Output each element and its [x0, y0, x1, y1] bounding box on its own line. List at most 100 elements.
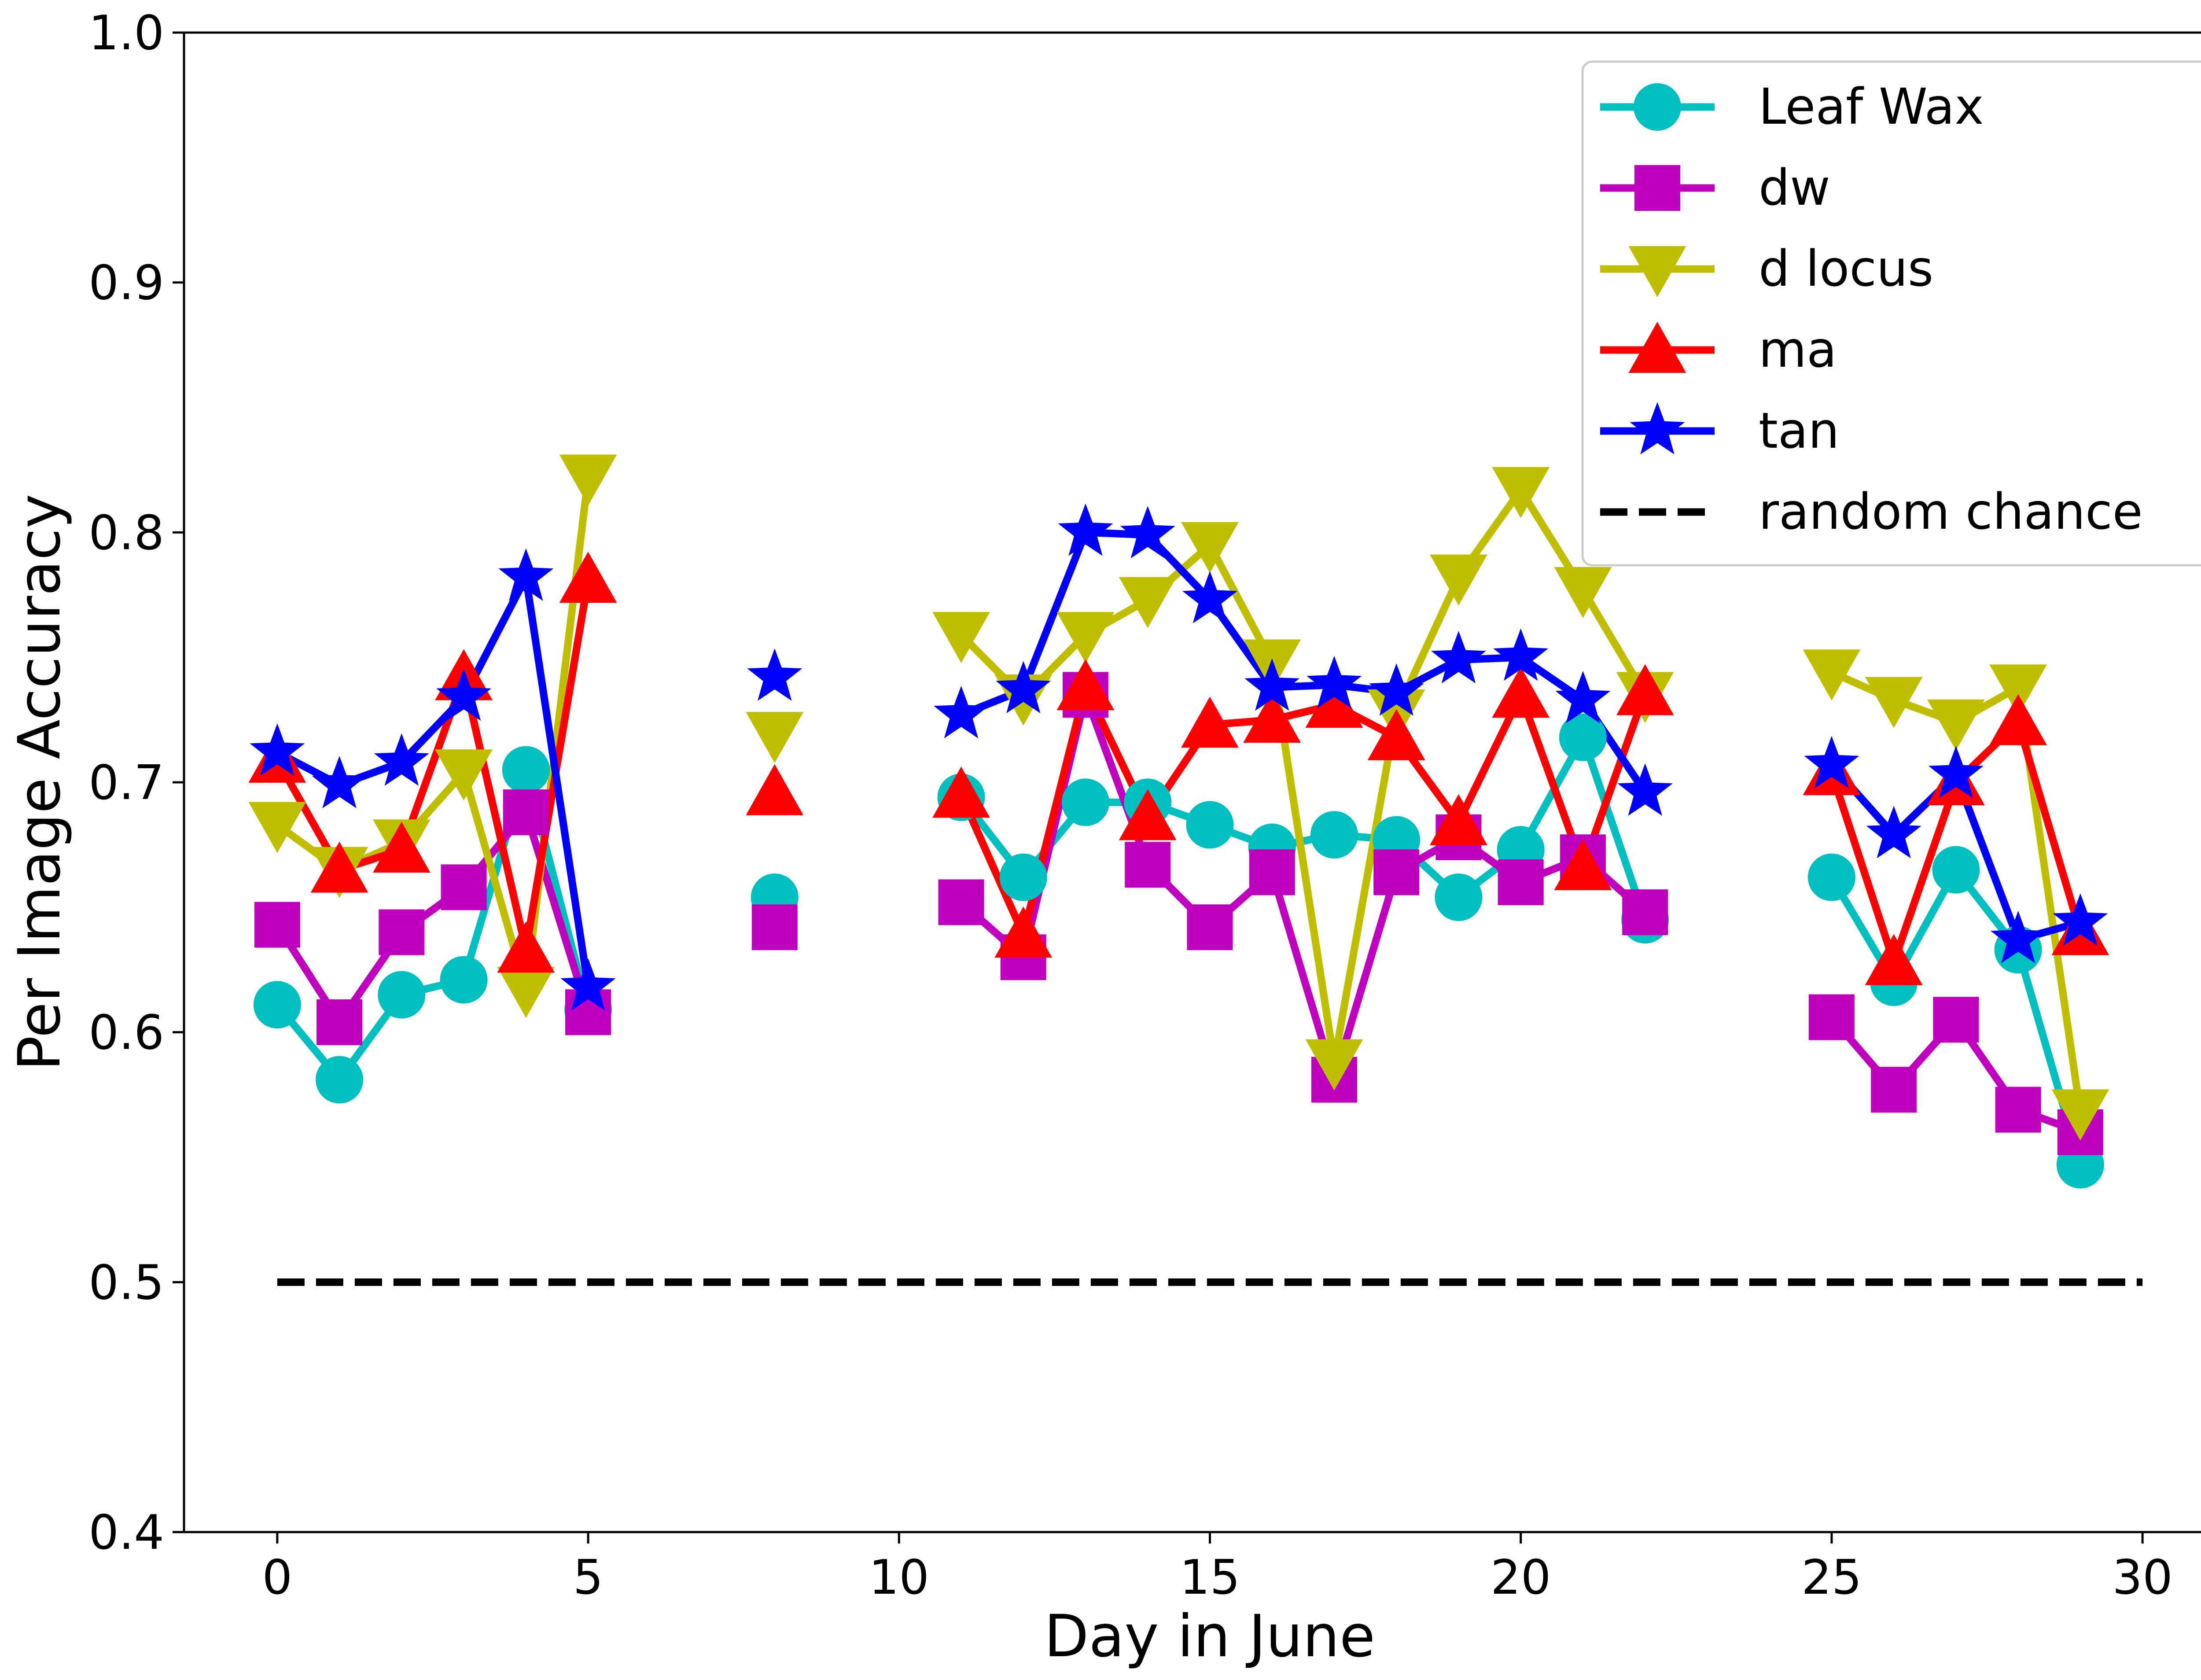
tan-point-day-18: [1369, 663, 1424, 716]
legend-label-leaf-wax: Leaf Wax: [1759, 78, 1984, 136]
legend-label-random-chance: random chance: [1759, 483, 2143, 541]
tan-point-day-25: [1804, 736, 1859, 788]
ma-point-day-22: [1616, 664, 1674, 715]
tan-point-day-4: [498, 548, 554, 601]
legend-marker-tan: [1630, 402, 1685, 455]
ma-point-day-4: [497, 921, 555, 973]
legend-label-tan: tan: [1759, 402, 1840, 460]
legend-label-d-locus: d locus: [1759, 240, 1933, 298]
tan-point-day-8: [747, 648, 802, 701]
dw-point-day-20: [1498, 859, 1544, 906]
ma-point-day-13: [1056, 659, 1115, 711]
leaf-wax-point-day-0: [253, 981, 301, 1029]
x-axis-ticks: 0 5 10 15 20 25 30: [262, 1532, 2173, 1605]
tan-point-day-27: [1928, 746, 1984, 799]
legend-label-ma: ma: [1759, 321, 1837, 379]
y-axis-ticks: 0.4 0.5 0.6 0.7 0.8 0.9 1.0: [88, 6, 184, 1560]
y-tick-label-0.4: 0.4: [88, 1505, 164, 1560]
ma-point-day-1: [310, 841, 368, 893]
legend-box: [1581, 60, 2201, 567]
d-locus-point-day-8: [746, 712, 804, 763]
x-tick-label-25: 25: [1801, 1550, 1862, 1605]
dw-point-day-8: [751, 904, 798, 951]
y-tick-label-0.5: 0.5: [88, 1255, 164, 1310]
ma-point-day-21: [1554, 839, 1612, 891]
tan-point-day-26: [1866, 806, 1921, 858]
ma-point-day-28: [1989, 694, 2047, 745]
y-tick-label-1.0: 1.0: [88, 6, 164, 61]
tan-point-day-16: [1244, 658, 1300, 711]
tan-point-day-17: [1307, 656, 1362, 708]
ma-point-day-2: [372, 822, 431, 873]
leaf-wax-point-day-21: [1559, 713, 1607, 761]
tan-point-day-0: [250, 723, 305, 776]
y-axis-label: Per Image Accuracy: [6, 494, 74, 1071]
d-locus-point-day-25: [1803, 649, 1861, 701]
legend-marker-d-locus: [1628, 246, 1686, 298]
y-tick-label-0.8: 0.8: [88, 505, 164, 560]
ma-point-day-26: [1865, 934, 1923, 985]
d-locus-point-day-17: [1305, 1039, 1363, 1091]
ma-point-day-8: [746, 764, 804, 815]
d-locus-point-day-26: [1865, 677, 1923, 728]
ma-point-day-18: [1367, 709, 1425, 760]
tan-point-day-20: [1493, 628, 1549, 681]
d-locus-line-segment-2: [956, 486, 1650, 1066]
ma-point-day-16: [1243, 692, 1301, 743]
tan-point-day-19: [1431, 631, 1486, 684]
tan-point-day-11: [934, 685, 989, 738]
x-tick-label-5: 5: [573, 1550, 604, 1605]
d-locus-point-day-15: [1181, 522, 1239, 573]
leaf-wax-point-day-25: [1807, 853, 1855, 901]
dw-point-day-16: [1249, 849, 1295, 895]
legend-marker-dw: [1634, 165, 1680, 211]
dw-point-day-11: [938, 879, 984, 925]
d-locus-point-day-19: [1430, 554, 1487, 606]
legend-label-dw: dw: [1759, 159, 1830, 217]
d-locus-point-day-20: [1492, 467, 1550, 518]
dw-point-day-28: [1995, 1087, 2041, 1133]
d-locus-point-day-11: [932, 612, 990, 663]
d-locus-point-day-29: [2051, 1089, 2109, 1141]
leaf-wax-point-day-13: [1062, 778, 1110, 826]
dw-point-day-14: [1125, 842, 1171, 888]
d-locus-point-day-27: [1927, 699, 1985, 751]
d-locus-point-day-28: [1989, 664, 2047, 716]
ma-point-day-15: [1181, 696, 1239, 748]
tan-point-day-5: [560, 958, 616, 1011]
dw-point-day-1: [317, 999, 363, 1045]
tan-point-day-3: [436, 668, 492, 721]
ma-point-day-19: [1430, 794, 1487, 845]
y-tick-label-0.9: 0.9: [88, 256, 164, 311]
legend: Leaf Wax dw d locus ma tan random chance: [1581, 60, 2201, 567]
x-axis-label: Day in June: [1044, 1603, 1375, 1670]
leaf-wax-point-day-19: [1435, 873, 1483, 921]
dw-point-day-0: [254, 902, 300, 948]
tan-point-day-13: [1058, 503, 1113, 556]
d-locus-point-day-13: [1056, 612, 1115, 663]
ma-point-day-11: [932, 766, 990, 818]
tan-point-day-1: [312, 755, 367, 808]
series-markers: [248, 454, 2109, 1189]
y-tick-label-0.6: 0.6: [88, 1006, 164, 1061]
legend-marker-ma: [1628, 321, 1686, 373]
x-tick-label-10: 10: [869, 1550, 929, 1605]
leaf-wax-point-day-15: [1186, 801, 1234, 849]
tan-point-day-2: [374, 733, 429, 786]
dw-point-day-26: [1871, 1067, 1917, 1113]
leaf-wax-point-day-17: [1310, 811, 1358, 859]
tan-point-day-15: [1182, 571, 1238, 623]
tan-point-day-14: [1120, 506, 1175, 559]
tan-point-day-22: [1617, 763, 1673, 816]
tan-point-day-29: [2053, 893, 2108, 946]
ma-point-day-5: [559, 552, 617, 603]
leaf-wax-point-day-4: [502, 746, 550, 794]
leaf-wax-point-day-12: [999, 853, 1047, 901]
dw-point-day-22: [1622, 889, 1668, 936]
y-tick-label-0.7: 0.7: [88, 755, 164, 811]
dw-point-day-18: [1373, 849, 1420, 895]
ma-line-segment-2: [956, 683, 1650, 939]
dw-point-day-2: [379, 909, 425, 955]
